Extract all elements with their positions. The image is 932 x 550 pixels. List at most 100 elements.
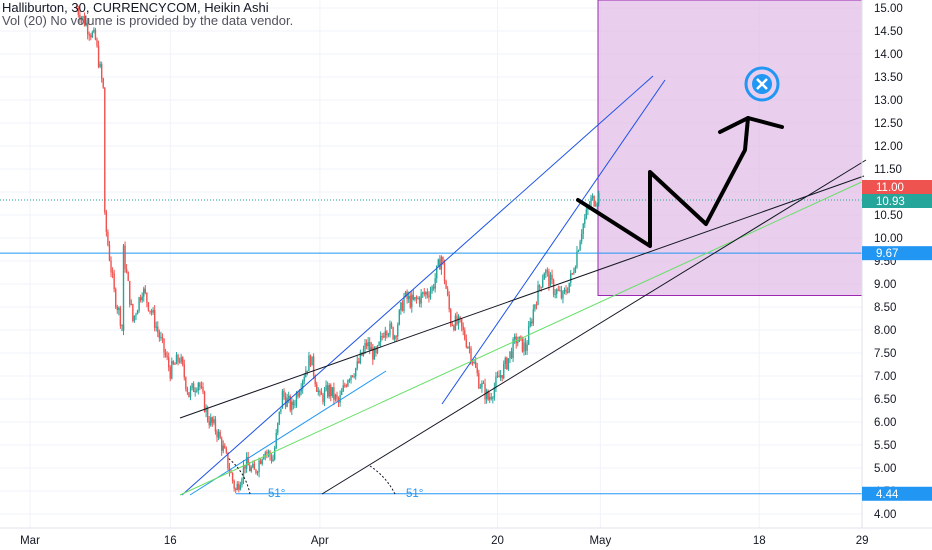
candle-body [196,390,198,392]
candle-body [333,387,335,400]
candle-body [426,292,429,296]
candle-body [347,380,349,387]
candle-body [294,404,296,406]
candle-body [80,17,83,21]
angle-arc [227,457,251,495]
candle-body [559,290,561,292]
candle-body [188,392,190,398]
candle-body [531,321,533,324]
candle-body [211,417,214,423]
candle-body [448,295,450,310]
candle-body [462,326,464,331]
candle-body [216,431,218,438]
y-tick-label: 7.00 [874,371,896,383]
price-tags: 11.00 10.93 9.67 4.44 [862,180,932,501]
candle-body [220,438,223,451]
candle-body [587,207,589,210]
candle-body [523,342,525,352]
candle-body [549,274,552,286]
candle-body [94,29,97,40]
candle-body [227,452,229,469]
candle-body [423,292,425,295]
candle-body [213,419,215,423]
candle-body [574,267,577,273]
y-tick-label: 8.00 [874,325,896,337]
candle-body [291,401,293,411]
candle-body [373,347,376,360]
candle-body [113,273,115,290]
candle-body [300,388,302,392]
candle-body [485,390,488,400]
candle-body [537,285,539,305]
candle-body [418,297,421,304]
angle-label: 51° [268,488,285,500]
candle-body [499,375,502,378]
candle-body [375,347,377,353]
candle-body [339,394,341,403]
candle-body [506,357,508,370]
candle-body [199,383,201,387]
price-tag-bg [862,180,932,194]
x-axis: Mar 16 Apr 20 May 18 29 [0,527,932,547]
candle-body [161,336,164,339]
candle-body [129,280,131,305]
candle-body [464,330,466,340]
candle-body [182,357,184,365]
candle-body [554,293,556,295]
candle-body [478,373,480,389]
candle-body [298,391,301,397]
candle-body [250,467,252,472]
candle-body [566,292,569,294]
candle-body [584,218,586,224]
angle-label: 51° [406,488,423,500]
candle-body [540,286,542,288]
close-circle-icon[interactable] [744,66,780,102]
y-tick-label: 13.50 [874,72,903,84]
candle-body [122,291,125,331]
candle-body [342,385,344,392]
candle-body [376,345,379,353]
candle-body [439,259,441,270]
candle-body [104,161,106,213]
candle-body [521,336,524,352]
candle-body [520,336,522,338]
candle-body [484,383,486,400]
candle-body [398,310,401,325]
candle-body [579,241,581,251]
candle-body [233,480,235,489]
candle-body [468,346,471,349]
candle-body [389,323,391,335]
candle-body [489,397,491,400]
y-tick-label: 6.50 [874,394,896,406]
candle-body [479,387,482,389]
x-tick-label: 16 [164,535,177,547]
candle-body [283,390,285,397]
y-tick-label: 12.50 [874,118,903,130]
price-tag-label: 11.00 [876,182,904,194]
candle-body [535,304,538,306]
candle-body [331,387,334,397]
candle-body [446,288,449,296]
candle-body [127,272,129,281]
candle-body [115,289,117,307]
candle-body [83,16,86,26]
y-tick-label: 5.00 [874,463,896,475]
candle-body [273,448,276,460]
candle-body [351,375,354,377]
candle-body [281,390,284,409]
candle-body [481,382,483,388]
candle-body [365,342,368,347]
candle-body [379,335,382,343]
candle-body [403,296,405,311]
candle-body [345,385,348,387]
candle-body [465,339,468,348]
candle-body [432,286,435,289]
candle-body [372,347,374,360]
price-tag-label: 9.67 [876,248,898,260]
candle-body [295,392,298,405]
candle-body [153,310,156,328]
candle-body [261,459,263,464]
candle-body [241,479,243,486]
